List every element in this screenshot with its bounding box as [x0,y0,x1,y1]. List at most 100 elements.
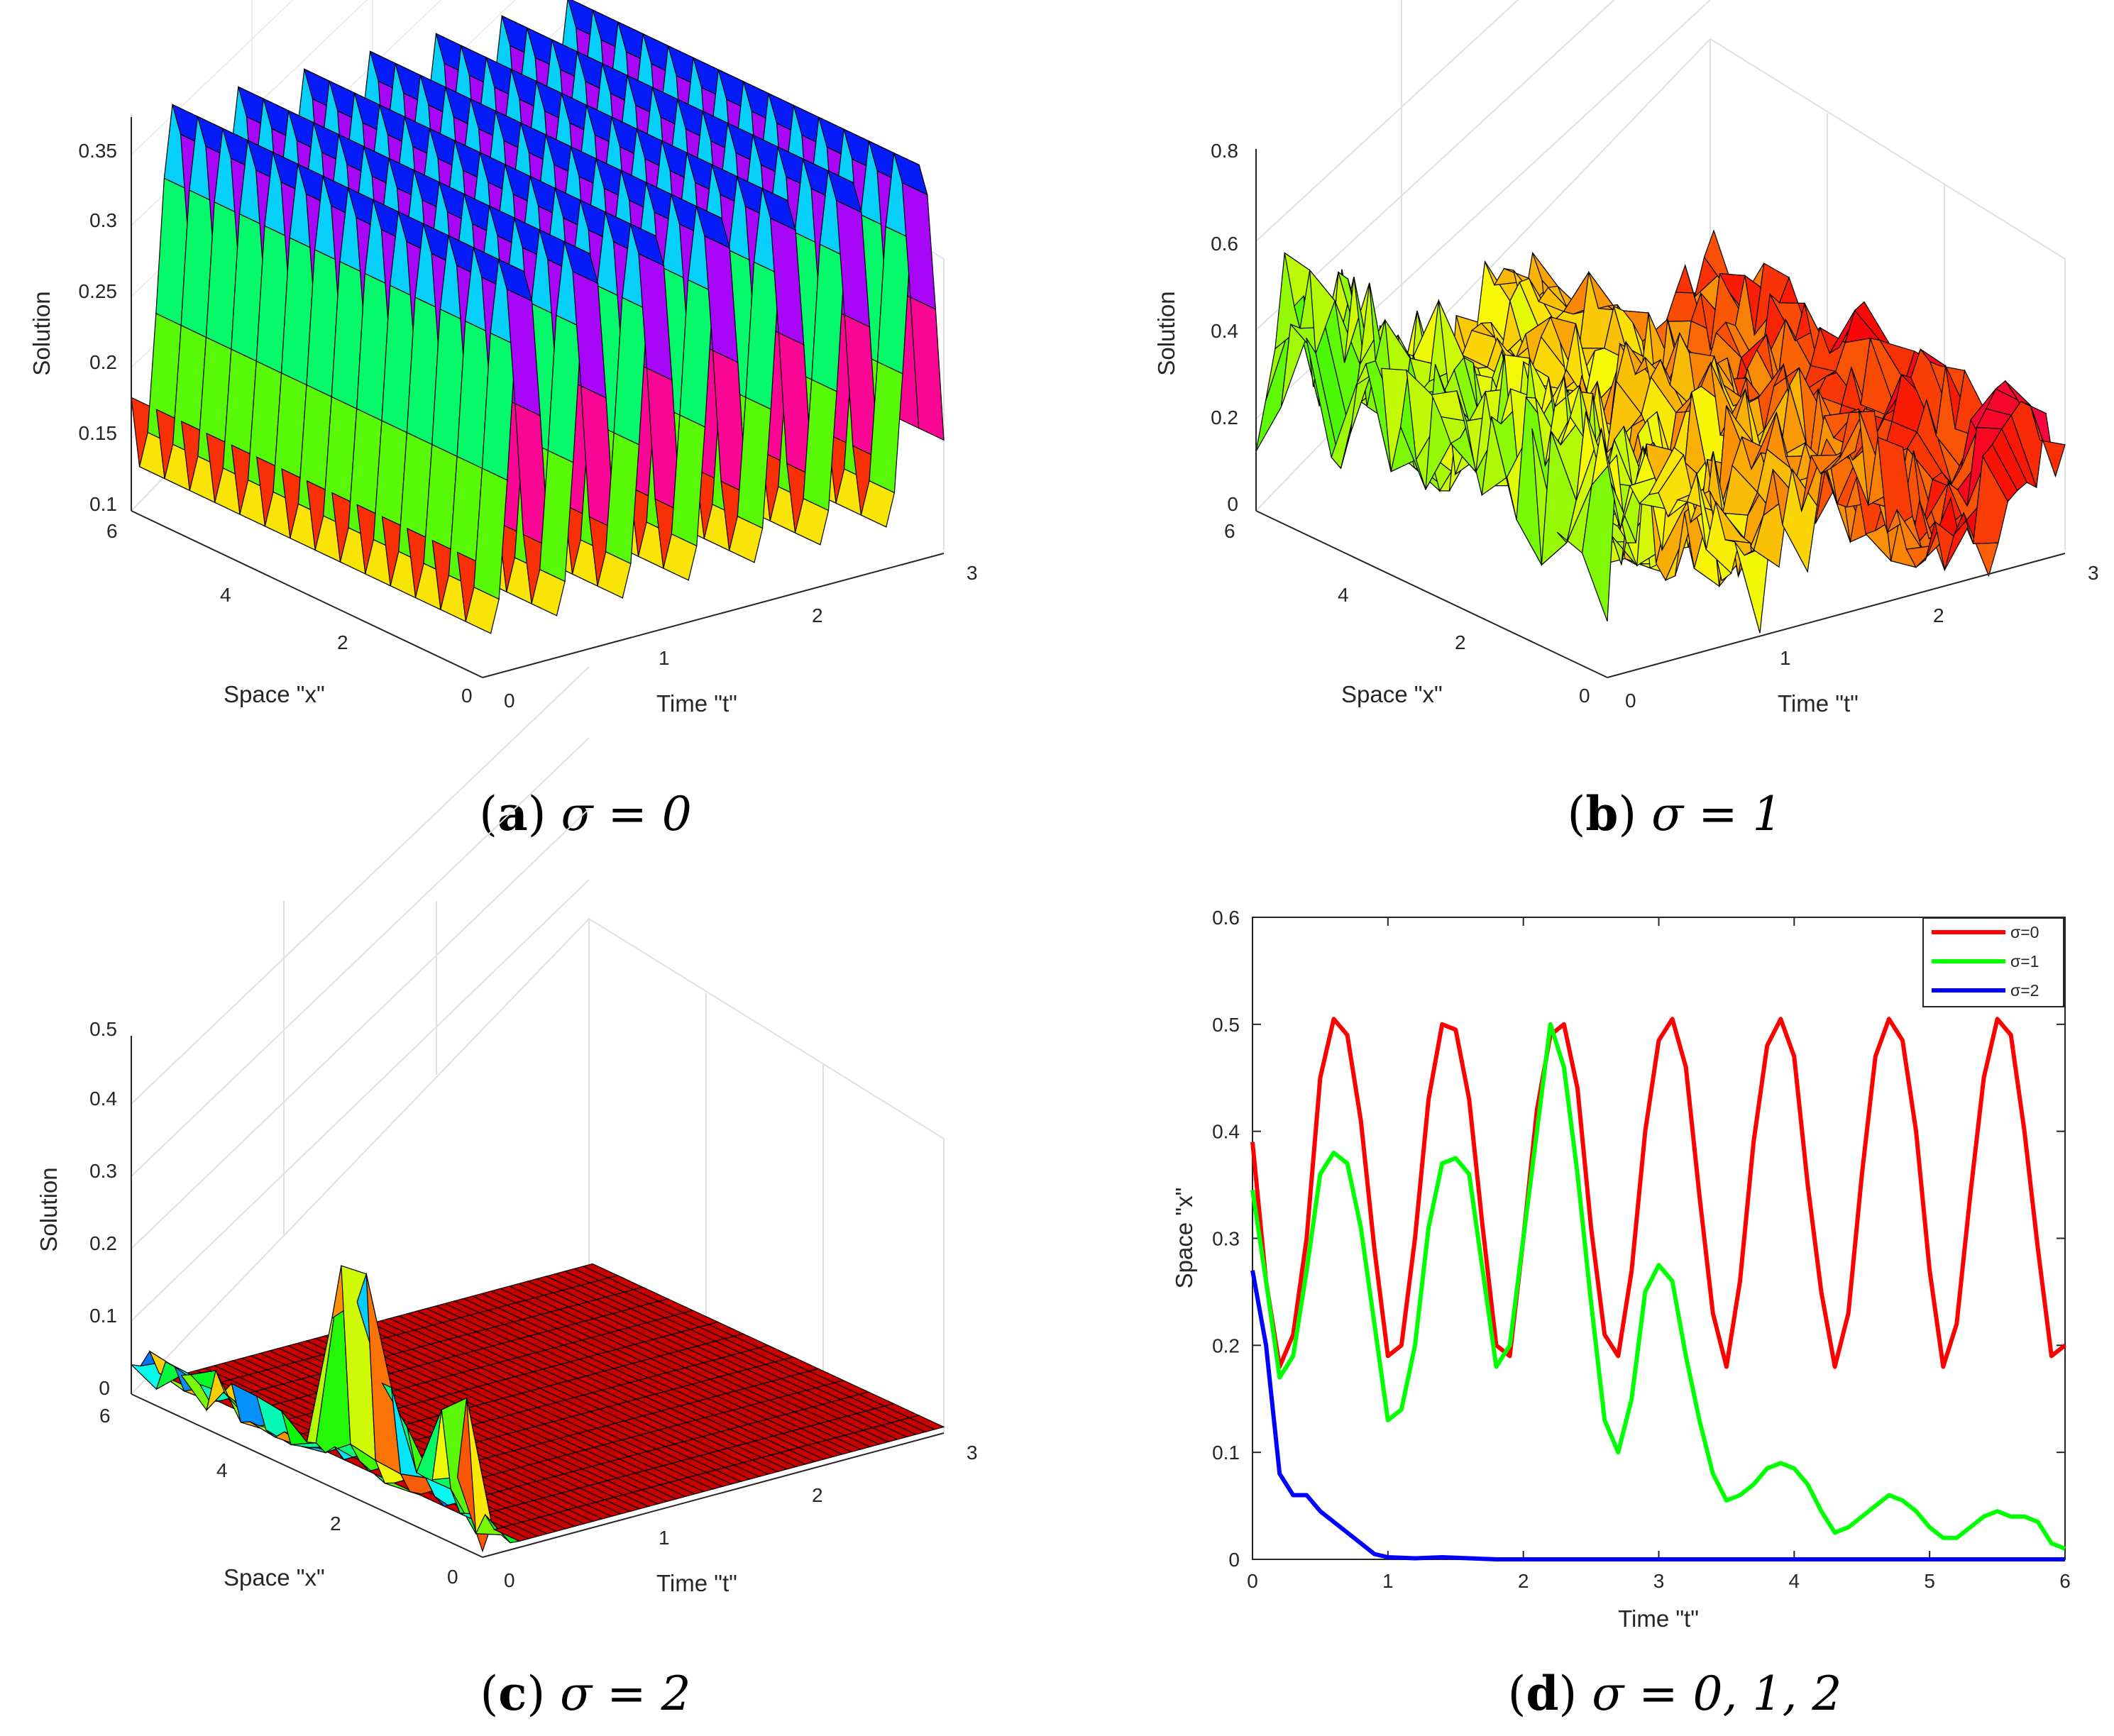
panel-b-xticks: 0 2 4 6 [1224,520,1590,707]
y-tick-label: 0.3 [1212,1228,1240,1250]
x-tick: 0 [447,1566,458,1588]
z-tick: 0 [99,1377,110,1399]
series-line-sigma1 [1250,1022,2066,1551]
t-tick: 3 [967,562,978,584]
x-tick: 2 [1455,631,1466,653]
z-tick: 0.2 [89,1232,117,1254]
t-tick: 0 [504,1569,515,1591]
panel-b-tticks: 0 1 2 3 [1625,562,2099,712]
x-tick: 6 [99,1405,111,1427]
z-tick: 0.8 [1211,140,1238,162]
t-tick: 3 [2088,562,2099,584]
panel-b-caption: (b) σ = 1 [1568,786,1783,841]
panel-d: 0 1 2 3 4 5 6 0 0.1 0.2 0.3 0.4 0.5 0.6 Time "t" Spa… [1171,907,2071,1721]
t-axis-label: Time "t" [656,1570,737,1596]
panel-c-zticks: 0 0.1 0.2 0.3 0.4 0.5 [89,1018,117,1399]
x-tick: 6 [1224,520,1235,542]
legend-label-sigma0: σ=0 [2010,923,2039,941]
t-tick: 0 [1625,690,1636,712]
x-tick: 0 [1579,685,1590,707]
t-tick: 2 [812,1484,823,1506]
legend-label-sigma1: σ=1 [2010,952,2039,971]
y-tick-label: 0.4 [1212,1121,1240,1143]
t-tick: 1 [659,1527,670,1549]
z-tick: 0.5 [89,1018,117,1040]
x-tick: 2 [337,631,348,653]
z-tick: 0.2 [1211,407,1238,429]
t-axis-label: Time "t" [1778,690,1859,717]
panel-c: 0 0.1 0.2 0.3 0.4 0.5 0 2 4 6 0 1 2 3 So… [35,666,978,1721]
x-tick-label: 5 [1924,1570,1935,1592]
t-tick: 0 [504,690,515,712]
x-tick: 4 [1338,584,1349,606]
panel-a-caption: (a) σ = 0 [479,786,692,841]
t-tick: 2 [1933,604,1944,626]
panel-a-xticks: 0 2 4 6 [106,520,473,707]
z-tick: 0.6 [1211,233,1238,255]
z-tick: 0.2 [89,351,117,373]
x-axis-label: Space "x" [1341,681,1443,707]
y-tick-label: 0.5 [1212,1014,1240,1036]
x-axis-label: Space "x" [224,681,325,707]
z-tick: 0.25 [79,280,118,302]
x-tick: 4 [216,1459,228,1481]
z-tick: 0.1 [89,493,117,515]
t-tick: 1 [659,647,670,669]
y-tick-label: 0 [1228,1549,1240,1571]
panel-a-zticks: 0.1 0.15 0.2 0.25 0.3 0.35 [79,140,118,515]
x-axis-label: Time "t" [1618,1605,1699,1632]
panel-b: 0 0.2 0.4 0.6 0.8 0 2 4 6 0 1 2 3 Soluti… [1153,0,2099,841]
surface-patch [910,297,945,441]
series-line-sigma0 [1250,1017,2066,1369]
z-tick: 0.3 [89,1160,117,1182]
panel-a: 0.1 0.15 0.2 0.25 0.3 0.35 0 2 4 6 0 1 2… [28,0,978,841]
t-tick: 2 [812,604,823,626]
panel-c-axes [131,1036,945,1558]
t-tick: 1 [1780,647,1791,669]
x-tick-label: 6 [2059,1570,2071,1592]
panel-d-yticks: 0 0.1 0.2 0.3 0.4 0.5 0.6 [1212,907,2065,1571]
y-tick-label: 0.2 [1212,1334,1240,1356]
panel-c-tticks: 0 1 2 3 [504,1442,978,1591]
series-line-sigma2 [1250,1270,2065,1561]
panel-b-zticks: 0 0.2 0.4 0.6 0.8 [1211,140,1238,515]
panel-a-axes [131,117,945,678]
x-tick: 2 [330,1513,341,1535]
y-tick-label: 0.1 [1212,1442,1240,1464]
z-tick: 0.3 [89,209,117,231]
panel-b-surface [1255,229,2066,634]
x-axis-label: Space "x" [224,1564,325,1591]
legend: σ=0 σ=1 σ=2 [1922,917,2064,1007]
panel-c-xticks: 0 2 4 6 [99,1405,458,1588]
z-axis-label: Solution [28,291,55,375]
x-tick-label: 3 [1653,1570,1665,1592]
z-axis-label: Solution [1153,291,1179,375]
panel-a-tticks: 0 1 2 3 [504,562,978,712]
panel-b-axes [1255,149,2066,678]
y-axis-label: Space "x" [1171,1188,1197,1289]
z-tick: 0.15 [79,422,118,444]
panel-d-xticks: 0 1 2 3 4 5 6 [1247,917,2071,1592]
x-tick: 0 [461,685,473,707]
z-tick: 0.4 [1211,320,1238,342]
panel-c-surface [130,1263,945,1553]
y-tick-label: 0.6 [1212,907,1240,929]
x-tick-label: 0 [1247,1570,1258,1592]
z-axis-label: Solution [35,1167,62,1251]
x-tick-label: 4 [1789,1570,1800,1592]
z-tick: 0.35 [79,140,118,162]
surface-patch [908,1415,945,1430]
z-tick: 0.4 [89,1088,117,1110]
surface-patch [2030,404,2066,478]
x-tick: 4 [220,584,231,606]
panel-c-box [131,666,945,1433]
legend-label-sigma2: σ=2 [2010,981,2039,1000]
t-tick: 3 [967,1442,978,1464]
panel-d-caption: (d) σ = 0, 1, 2 [1508,1666,1842,1721]
x-tick: 6 [106,520,118,542]
panel-a-surface [131,0,945,634]
x-tick-label: 1 [1382,1570,1394,1592]
z-tick: 0.1 [89,1305,117,1327]
z-tick: 0 [1227,493,1238,515]
